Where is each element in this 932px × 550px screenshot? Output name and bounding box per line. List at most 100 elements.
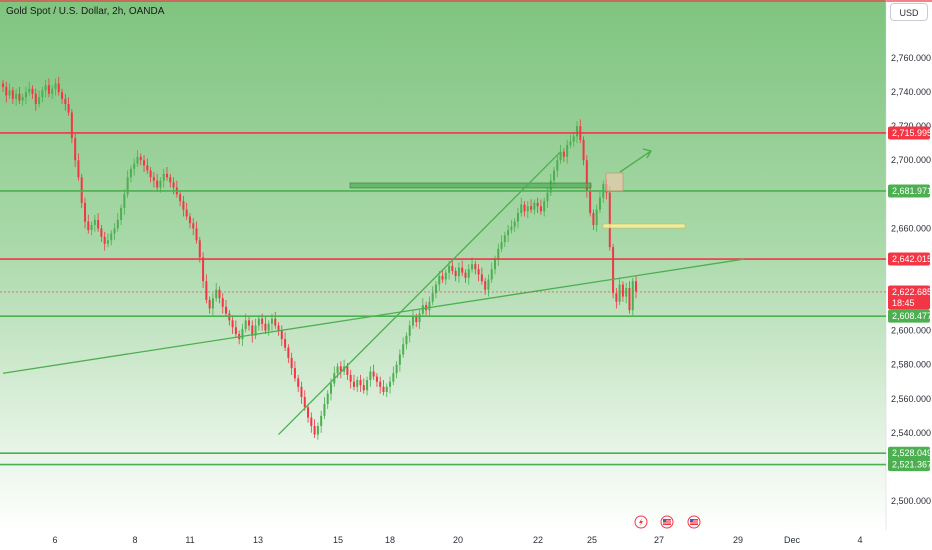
- candle-body: [146, 165, 149, 171]
- supply-zone-small[interactable]: [602, 223, 686, 229]
- candle-body: [313, 426, 316, 435]
- candle-body: [179, 194, 182, 202]
- candle-body: [123, 194, 126, 208]
- candle-body: [431, 293, 434, 302]
- price-tag-label: 2,642.015: [892, 254, 932, 264]
- candle-body: [572, 136, 575, 142]
- candle-body: [415, 316, 418, 323]
- levels-group: [0, 132, 886, 466]
- candle-body: [8, 90, 11, 96]
- x-tick-label: 29: [733, 535, 743, 545]
- candle-body: [234, 327, 237, 335]
- demand-zone[interactable]: [349, 182, 592, 189]
- candle-body: [185, 209, 188, 217]
- x-tick-label: 20: [453, 535, 463, 545]
- candle-body: [205, 281, 208, 300]
- candle-body: [169, 177, 172, 183]
- candle-body: [503, 235, 506, 243]
- candle-body: [559, 151, 562, 161]
- candle-body: [598, 197, 601, 210]
- candle-body: [405, 335, 408, 345]
- candle-body: [156, 180, 159, 188]
- candle-body: [300, 386, 303, 398]
- x-tick-label: 8: [132, 535, 137, 545]
- plot-background: [0, 0, 886, 530]
- candle-body: [533, 202, 536, 210]
- time-axis-ticks: 6 8 11 13 15 18 20 22 25 27 29 Dec 4: [52, 535, 862, 545]
- candle-body: [225, 306, 228, 314]
- x-tick-label: 22: [533, 535, 543, 545]
- candle-body: [106, 240, 109, 244]
- candle-body: [513, 221, 516, 227]
- candle-body: [448, 265, 451, 273]
- x-tick-label: 11: [185, 535, 194, 545]
- candle-body: [330, 383, 332, 394]
- us-flag-event-icon[interactable]: [660, 515, 674, 529]
- chart-title: Gold Spot / U.S. Dollar, 2h, OANDA: [6, 6, 165, 17]
- price-tag-label: 2,715.995: [892, 128, 932, 138]
- candle-body: [126, 177, 129, 195]
- candle-body: [303, 397, 306, 408]
- candle-body: [70, 112, 73, 139]
- y-tick-label: 2,560.000: [891, 394, 931, 404]
- candle-body: [464, 272, 467, 278]
- retest-box[interactable]: [605, 172, 624, 192]
- us-flag-event-icon[interactable]: [687, 515, 701, 529]
- candle-body: [113, 228, 116, 234]
- candle-body: [280, 330, 283, 340]
- candle-body: [553, 170, 556, 181]
- candle-body: [520, 204, 523, 214]
- candle-body: [421, 305, 424, 314]
- projection-arrow-line[interactable]: [619, 150, 652, 173]
- candle-body: [352, 381, 355, 387]
- candle-body: [461, 267, 464, 273]
- candle-body: [585, 160, 588, 191]
- candle-body: [395, 364, 398, 374]
- candle-body: [385, 386, 388, 392]
- candle-body: [474, 264, 477, 270]
- candle-body: [195, 228, 198, 241]
- candle-body: [277, 325, 280, 331]
- x-tick-label: 15: [333, 535, 343, 545]
- candle-body: [487, 279, 490, 290]
- candle-body: [100, 228, 103, 237]
- trend-line[interactable]: [2, 258, 745, 374]
- candle-body: [398, 354, 401, 365]
- candle-body: [192, 223, 195, 229]
- candle-body: [120, 207, 123, 220]
- candle-body: [362, 385, 365, 391]
- candle-body: [244, 320, 247, 329]
- currency-button[interactable]: USD: [890, 3, 928, 21]
- candle-body: [11, 90, 14, 99]
- candle-body: [290, 357, 293, 369]
- candle-body: [562, 151, 565, 157]
- candle-body: [418, 313, 421, 323]
- candle-body: [566, 144, 569, 157]
- candle-body: [41, 90, 44, 98]
- candle-body: [87, 221, 90, 231]
- candle-body: [284, 339, 287, 348]
- candle-body: [326, 393, 329, 404]
- x-tick-label: 4: [857, 535, 862, 545]
- candle-body: [172, 182, 175, 188]
- candle-body: [434, 284, 437, 294]
- candle-body: [211, 298, 214, 309]
- price-axis-ticks: 2,500.000 2,540.000 2,560.000 2,580.000 2,60…: [891, 53, 931, 506]
- trend-line[interactable]: [278, 151, 562, 436]
- candle-body: [15, 93, 18, 99]
- candle-body: [408, 325, 411, 336]
- projection-arrow-head: [642, 148, 653, 159]
- flash-event-icon[interactable]: [634, 515, 648, 529]
- candle-body: [356, 380, 359, 387]
- candle-body: [615, 293, 618, 302]
- candle-body: [54, 83, 57, 89]
- candle-body: [389, 381, 392, 387]
- candle-body: [218, 289, 221, 299]
- candle-body: [307, 407, 310, 418]
- current-price-label: 2,622.685: [892, 287, 932, 297]
- candle-body: [24, 92, 27, 98]
- price-tag-label: 2,528.049: [892, 448, 932, 458]
- candle-body: [477, 269, 480, 275]
- x-tick-label: 13: [253, 535, 263, 545]
